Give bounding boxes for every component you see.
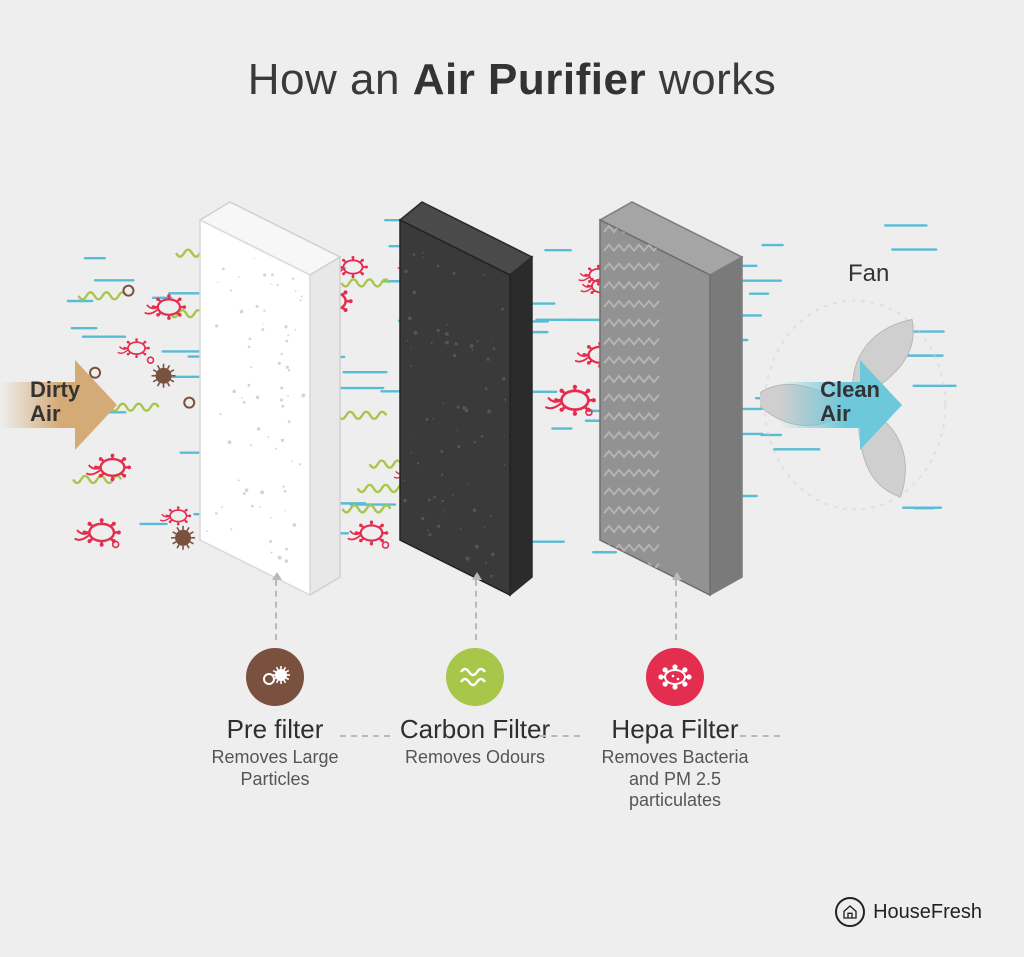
brand: HouseFresh	[835, 897, 982, 927]
brand-logo-icon	[835, 897, 865, 927]
annotation-name: Pre filter	[190, 716, 360, 743]
page-title: How an Air Purifier works	[0, 55, 1024, 105]
brand-text: HouseFresh	[873, 901, 982, 924]
dirty-air-label: Dirty Air	[30, 378, 80, 426]
annotation: Pre filter Removes Large Particles	[190, 648, 360, 790]
title-bold: Air Purifier	[413, 55, 646, 104]
dust-badge-icon	[246, 648, 304, 706]
title-suffix: works	[646, 55, 776, 104]
diagram-stage: Fan Dirty Air Clean Air	[0, 160, 1024, 630]
title-prefix: How an	[248, 55, 413, 104]
germ-badge-icon	[646, 648, 704, 706]
annotation-name: Hepa Filter	[590, 716, 760, 743]
fan-label: Fan	[848, 260, 889, 288]
annotation-desc: Removes Large Particles	[190, 747, 360, 790]
annotation-desc: Removes Bacteria and PM 2.5 particulates	[590, 747, 760, 812]
odour-badge-icon	[446, 648, 504, 706]
clean-air-label: Clean Air	[820, 378, 880, 426]
annotation: Carbon Filter Removes Odours	[390, 648, 560, 769]
annotation-desc: Removes Odours	[390, 747, 560, 769]
annotation: Hepa Filter Removes Bacteria and PM 2.5 p…	[590, 648, 760, 812]
annotation-name: Carbon Filter	[390, 716, 560, 743]
